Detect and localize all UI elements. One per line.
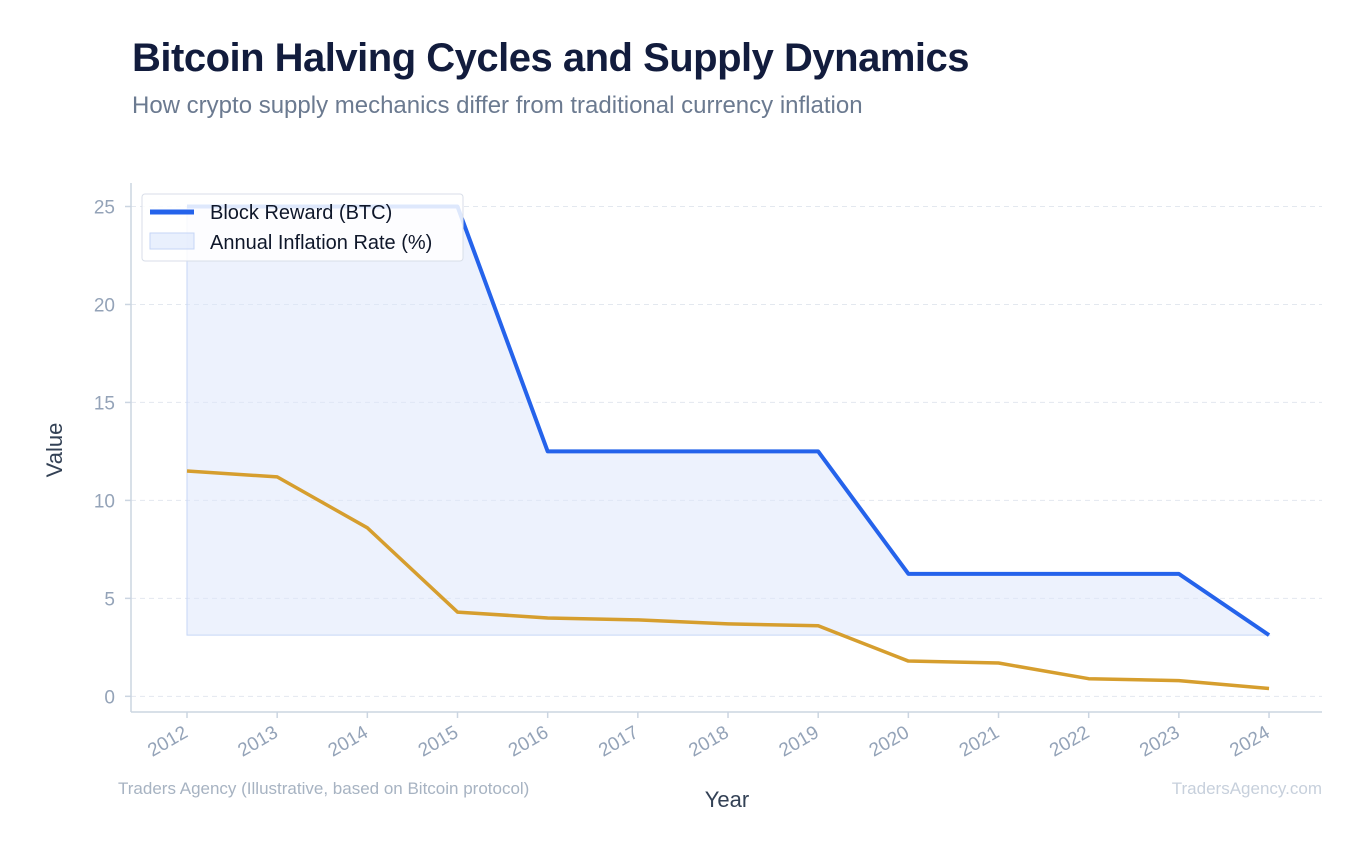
x-tick-label-2018: 2018 xyxy=(685,722,732,761)
y-tick-label-5: 5 xyxy=(104,589,115,610)
chart-title: Bitcoin Halving Cycles and Supply Dynami… xyxy=(132,36,970,80)
y-tick-label-20: 20 xyxy=(94,295,115,316)
x-axis-label: Year xyxy=(705,787,749,812)
watermark: TradersAgency.com xyxy=(1171,779,1322,798)
y-tick-label-0: 0 xyxy=(104,687,115,708)
inflation-rate-line xyxy=(186,469,1270,691)
y-tick-label-10: 10 xyxy=(94,491,115,512)
x-tick-label-2017: 2017 xyxy=(595,722,642,761)
chart-subtitle: How crypto supply mechanics differ from … xyxy=(132,92,863,119)
x-tick-label-2012: 2012 xyxy=(144,722,191,761)
x-tick-label-2014: 2014 xyxy=(325,722,372,762)
x-tick-label-2022: 2022 xyxy=(1046,722,1093,761)
x-tick-label-2019: 2019 xyxy=(776,722,823,761)
x-tick-label-2021: 2021 xyxy=(956,722,1003,761)
axes xyxy=(130,183,1322,713)
block-reward-fill-area xyxy=(186,206,1271,636)
x-tick-label-2013: 2013 xyxy=(235,722,282,761)
x-tick-label-2016: 2016 xyxy=(505,722,552,761)
y-axis-ticks: 0 5 10 15 20 25 xyxy=(94,198,131,708)
legend-label-block-reward: Block Reward (BTC) xyxy=(210,202,392,224)
legend: Block Reward (BTC) Annual Inflation Rate… xyxy=(141,193,464,262)
x-tick-label-2015: 2015 xyxy=(415,722,462,761)
legend-swatch-inflation xyxy=(149,232,195,250)
y-axis-label: Value xyxy=(42,423,67,478)
x-tick-label-2023: 2023 xyxy=(1136,722,1183,761)
legend-box xyxy=(141,193,464,262)
x-tick-label-2020: 2020 xyxy=(866,722,913,761)
x-axis-ticks: 2012 2013 2014 2015 2016 2017 2018 2019 2020 2021… xyxy=(144,712,1274,761)
x-tick-label-2024: 2024 xyxy=(1226,722,1273,762)
y-tick-label-15: 15 xyxy=(94,393,115,414)
source-note: Traders Agency (Illustrative, based on B… xyxy=(118,779,530,798)
legend-label-inflation: Annual Inflation Rate (%) xyxy=(210,232,432,254)
y-tick-label-25: 25 xyxy=(94,198,115,219)
